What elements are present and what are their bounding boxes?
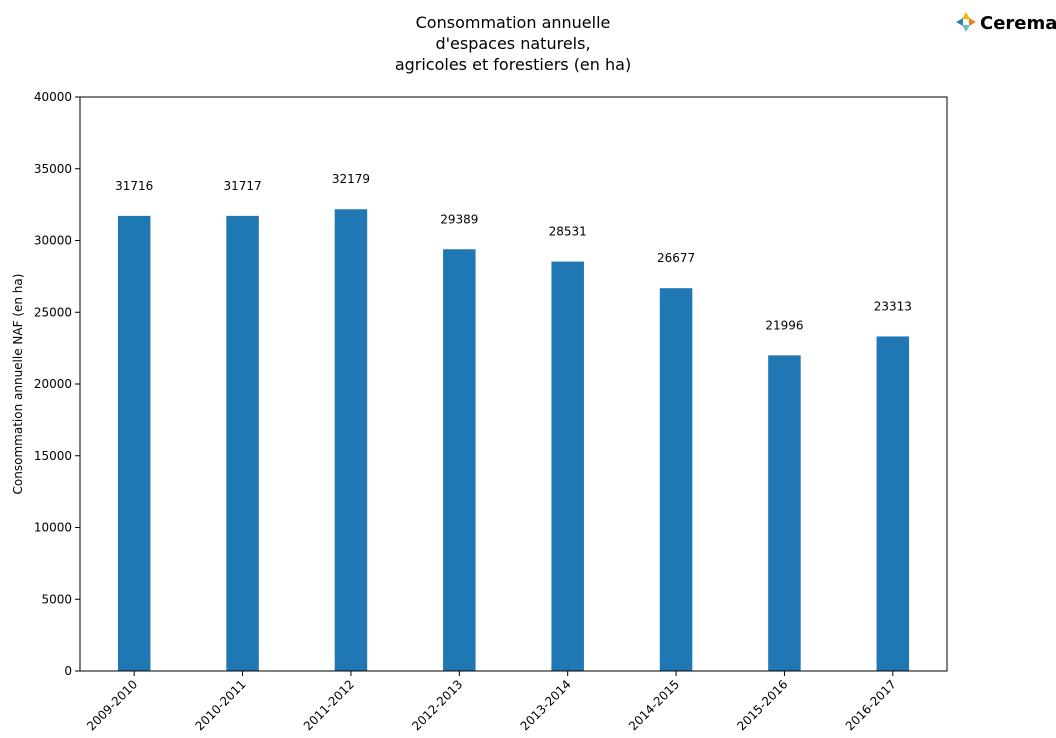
cerema-cross-icon xyxy=(956,12,976,32)
bar xyxy=(334,209,368,672)
y-tick-label: 25000 xyxy=(34,305,72,319)
y-tick-label: 35000 xyxy=(34,162,72,176)
bar-value-label: 28531 xyxy=(549,225,587,239)
y-axis: 0 5000 10000 15000 20000 25000 30000 35000 40000… xyxy=(11,90,80,678)
bar xyxy=(117,215,151,671)
bar-value-label: 26677 xyxy=(657,251,695,265)
axes-frame xyxy=(79,96,948,672)
x-tick-label: 2011-2012 xyxy=(301,677,357,733)
y-tick-label: 5000 xyxy=(41,592,72,606)
chart-title-line: d'espaces naturels, xyxy=(435,34,590,53)
x-tick-label: 2013-2014 xyxy=(518,677,574,733)
x-tick-label: 2010-2011 xyxy=(193,677,249,733)
x-tick-label: 2009-2010 xyxy=(84,677,140,733)
chart-title-line: Consommation annuelle xyxy=(416,13,611,32)
bar-value-label: 32179 xyxy=(332,172,370,186)
x-axis: 2009-2010 2010-2011 2011-2012 2012-2013 2013… xyxy=(84,671,899,733)
bar-value-label: 29389 xyxy=(440,212,478,226)
bar xyxy=(659,288,693,671)
y-tick-label: 0 xyxy=(64,664,72,678)
bar-value-label: 21996 xyxy=(765,318,803,332)
chart-title-line: agricoles et forestiers (en ha) xyxy=(395,55,631,74)
x-tick-label: 2015-2016 xyxy=(734,677,790,733)
bar xyxy=(443,249,476,671)
y-axis-label: Consommation annuelle NAF (en ha) xyxy=(11,274,25,495)
plot-area: 31716 31717 32179 29389 28531 26677 21996 23313… xyxy=(11,90,948,733)
bar-value-label: 31716 xyxy=(115,179,153,193)
bar xyxy=(876,336,910,671)
chart-title: Consommation annuelle d'espaces naturels,… xyxy=(395,13,631,74)
y-tick-label: 30000 xyxy=(34,234,72,248)
bar-value-label: 23313 xyxy=(874,299,912,313)
data-labels: 31716 31717 32179 29389 28531 26677 21996 23313 xyxy=(115,172,912,332)
x-tick-label: 2012-2013 xyxy=(409,677,465,733)
bar-value-label: 31717 xyxy=(223,179,261,193)
x-tick-label: 2016-2017 xyxy=(843,677,899,733)
bars xyxy=(117,209,910,672)
x-tick-label: 2014-2015 xyxy=(626,677,682,733)
y-tick-label: 10000 xyxy=(34,521,72,535)
bar xyxy=(226,215,259,672)
y-tick-label: 20000 xyxy=(34,377,72,391)
cerema-logo-text: Cerema xyxy=(980,13,1056,34)
cerema-logo: Cerema xyxy=(956,12,1056,34)
y-tick-label: 15000 xyxy=(34,449,72,463)
y-tick-label: 40000 xyxy=(34,90,72,104)
bar xyxy=(768,355,801,671)
bar xyxy=(551,261,584,671)
